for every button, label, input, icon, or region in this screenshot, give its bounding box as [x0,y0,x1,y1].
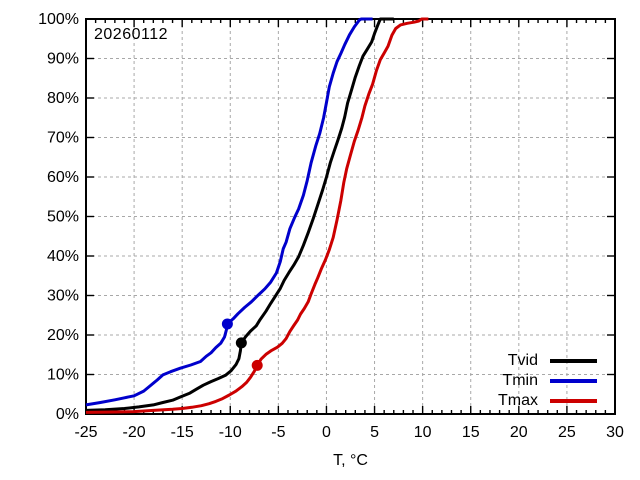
marker-dot-tmin [221,318,233,330]
svg-text:70%: 70% [47,130,79,147]
svg-text:30%: 30% [47,288,79,305]
grid-lines [86,19,615,414]
svg-text:60%: 60% [47,169,79,186]
legend-entry-tvid: Tvid [498,351,597,371]
x-tick-labels: -25 -20 -15 -10 -5 0 5 10 15 20 25 30 [74,424,624,441]
marker-dot-tmax [251,359,263,371]
svg-text:0%: 0% [56,406,79,423]
svg-text:40%: 40% [47,248,79,265]
axis-ticks [85,18,616,415]
svg-text:-15: -15 [171,424,194,441]
legend: Tvid Tmin Tmax [498,351,597,411]
series-line-tmax [85,17,429,414]
legend-label-tmin: Tmin [502,372,538,389]
svg-text:20%: 20% [47,327,79,344]
svg-text:-5: -5 [271,424,285,441]
svg-text:20: 20 [510,424,528,441]
svg-text:10%: 10% [47,367,79,384]
svg-text:100%: 100% [38,11,79,28]
svg-text:10: 10 [414,424,432,441]
svg-text:-25: -25 [74,424,97,441]
legend-label-tmax: Tmax [498,392,538,409]
series-line-tmin [85,17,373,407]
marker-dot-tvid [235,337,247,349]
svg-text:5: 5 [370,424,379,441]
svg-text:30: 30 [606,424,624,441]
svg-text:50%: 50% [47,209,79,226]
legend-entry-tmax: Tmax [498,391,597,411]
legend-label-tvid: Tvid [507,352,538,369]
legend-entry-tmin: Tmin [498,371,597,391]
svg-text:-20: -20 [123,424,146,441]
y-tick-labels: 0% 10% 20% 30% 40% 50% 60% 70% 80% 90% 100% [38,11,79,423]
plot-date-label: 20260112 [94,26,168,43]
svg-text:-10: -10 [219,424,242,441]
svg-text:90%: 90% [47,51,79,68]
x-axis-title: T, °C [333,452,368,469]
svg-text:80%: 80% [47,90,79,107]
legend-line-sample-tmax [550,399,597,403]
series-line-tvid [85,17,394,412]
svg-text:25: 25 [558,424,576,441]
svg-text:15: 15 [462,424,480,441]
legend-line-sample-tvid [550,359,597,363]
legend-line-sample-tmin [550,379,597,383]
svg-text:0: 0 [322,424,331,441]
